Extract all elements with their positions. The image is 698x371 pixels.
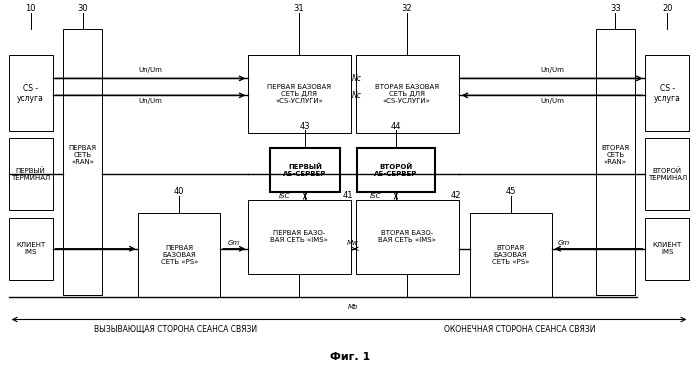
- Text: 41: 41: [343, 191, 353, 200]
- Text: Un/Um: Un/Um: [541, 98, 565, 104]
- Text: КЛИЕНТ
IMS: КЛИЕНТ IMS: [653, 242, 682, 255]
- Text: Un/Um: Un/Um: [541, 68, 565, 73]
- Text: 33: 33: [610, 4, 621, 13]
- Bar: [248, 200, 351, 274]
- Text: ВТОРАЯ
СЕТЬ
«RAN»: ВТОРАЯ СЕТЬ «RAN»: [602, 145, 630, 165]
- Text: 31: 31: [294, 4, 304, 13]
- Text: 45: 45: [505, 187, 516, 197]
- Text: ПЕРВЫЙ
AS-СЕРВЕР: ПЕРВЫЙ AS-СЕРВЕР: [283, 163, 327, 177]
- Text: Gm: Gm: [558, 240, 570, 246]
- Text: 20: 20: [662, 4, 673, 13]
- Text: 40: 40: [174, 187, 184, 197]
- Text: Un/Um: Un/Um: [138, 98, 163, 104]
- Text: 43: 43: [299, 122, 311, 131]
- Text: ПЕРВАЯ
БАЗОВАЯ
СЕТЬ «PS»: ПЕРВАЯ БАЗОВАЯ СЕТЬ «PS»: [161, 245, 198, 265]
- Bar: [357, 148, 435, 192]
- Text: ПЕРВАЯ БАЗО-
ВАЯ СЕТЬ «IMS»: ПЕРВАЯ БАЗО- ВАЯ СЕТЬ «IMS»: [270, 230, 328, 243]
- Text: Un/Um: Un/Um: [138, 68, 163, 73]
- Text: ISC: ISC: [279, 193, 290, 199]
- Bar: [8, 138, 52, 210]
- Text: ОКОНЕЧНАЯ СТОРОНА СЕАНСА СВЯЗИ: ОКОНЕЧНАЯ СТОРОНА СЕАНСА СВЯЗИ: [444, 325, 595, 334]
- Text: Nc: Nc: [352, 74, 362, 83]
- Text: ВТОРАЯ БАЗОВАЯ
СЕТЬ ДЛЯ
«CS-УСЛУГИ»: ВТОРАЯ БАЗОВАЯ СЕТЬ ДЛЯ «CS-УСЛУГИ»: [375, 84, 439, 104]
- Text: CS -
услуга: CS - услуга: [654, 83, 681, 103]
- Bar: [138, 213, 221, 296]
- Bar: [646, 138, 690, 210]
- Text: 32: 32: [401, 4, 413, 13]
- Bar: [270, 148, 340, 192]
- Text: Gm: Gm: [228, 240, 240, 246]
- Text: ПЕРВЫЙ
ТЕРМИНАЛ: ПЕРВЫЙ ТЕРМИНАЛ: [11, 167, 50, 181]
- Text: 30: 30: [77, 4, 88, 13]
- Text: ВТОРАЯ БАЗО-
ВАЯ СЕТЬ «IMS»: ВТОРАЯ БАЗО- ВАЯ СЕТЬ «IMS»: [378, 230, 436, 243]
- Text: CS -
услуга: CS - услуга: [17, 83, 44, 103]
- Text: ISC: ISC: [369, 193, 381, 199]
- Bar: [470, 213, 551, 296]
- Text: ПЕРВАЯ БАЗОВАЯ
СЕТЬ ДЛЯ
«CS-УСЛУГИ»: ПЕРВАЯ БАЗОВАЯ СЕТЬ ДЛЯ «CS-УСЛУГИ»: [267, 84, 331, 104]
- Text: ВТОРОЙ
ТЕРМИНАЛ: ВТОРОЙ ТЕРМИНАЛ: [648, 167, 687, 181]
- Text: 10: 10: [25, 4, 36, 13]
- Bar: [646, 218, 690, 280]
- Text: Nc: Nc: [352, 91, 362, 100]
- Text: Mw: Mw: [347, 240, 359, 246]
- Bar: [63, 29, 103, 295]
- Bar: [356, 200, 459, 274]
- Text: ВТОРАЯ
БАЗОВАЯ
СЕТЬ «PS»: ВТОРАЯ БАЗОВАЯ СЕТЬ «PS»: [492, 245, 529, 265]
- Bar: [646, 56, 690, 131]
- Text: Mb: Mb: [348, 303, 358, 309]
- Text: ВЫЗЫВАЮЩАЯ СТОРОНА СЕАНСА СВЯЗИ: ВЫЗЫВАЮЩАЯ СТОРОНА СЕАНСА СВЯЗИ: [94, 325, 257, 334]
- Text: КЛИЕНТ
IMS: КЛИЕНТ IMS: [16, 242, 45, 255]
- Text: 44: 44: [391, 122, 401, 131]
- Text: 42: 42: [450, 191, 461, 200]
- Text: ВТОРОЙ
AS-СЕРВЕР: ВТОРОЙ AS-СЕРВЕР: [374, 163, 417, 177]
- Bar: [248, 56, 351, 133]
- Bar: [595, 29, 635, 295]
- Text: ПЕРВАЯ
СЕТЬ
«RAN»: ПЕРВАЯ СЕТЬ «RAN»: [68, 145, 96, 165]
- Bar: [356, 56, 459, 133]
- Text: Фиг. 1: Фиг. 1: [330, 352, 370, 362]
- Bar: [8, 56, 52, 131]
- Bar: [8, 218, 52, 280]
